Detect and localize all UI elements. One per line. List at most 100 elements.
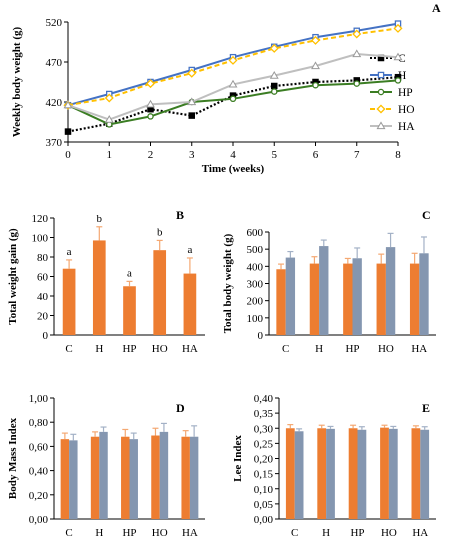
y-tick-label: 0,25 xyxy=(254,438,274,450)
data-point xyxy=(312,81,319,89)
bar xyxy=(99,431,108,519)
bar xyxy=(385,247,396,335)
y-tick-label: 0,40 xyxy=(254,393,274,405)
x-tick-label: C xyxy=(291,527,298,539)
x-tick-label: H xyxy=(315,343,323,355)
panel-label: C xyxy=(422,208,431,222)
y-tick-label: 0,60 xyxy=(29,441,49,453)
y-tick-label: 100 xyxy=(247,313,264,325)
significance-label: b xyxy=(157,226,163,238)
data-point xyxy=(376,104,386,114)
x-tick-label: HO xyxy=(152,343,168,355)
y-tick-label: 370 xyxy=(46,137,63,149)
y-tick-label: 500 xyxy=(247,244,264,256)
bar xyxy=(309,263,320,335)
data-point xyxy=(188,112,195,119)
data-point xyxy=(187,97,197,106)
legend-label: HA xyxy=(398,121,415,133)
data-point xyxy=(352,29,362,39)
y-tick-label: 0,20 xyxy=(254,454,274,466)
bar xyxy=(343,263,353,335)
data-point xyxy=(270,82,278,90)
bar xyxy=(319,246,329,335)
x-tick-label: 4 xyxy=(230,149,236,161)
x-tick-label: 0 xyxy=(65,149,71,161)
bar xyxy=(326,428,335,519)
bar xyxy=(92,240,106,335)
data-point xyxy=(311,61,320,70)
y-axis-title: Total weight gain (g) xyxy=(7,228,19,325)
x-tick-label: 3 xyxy=(189,149,195,161)
y-tick-label: 0,20 xyxy=(29,490,49,502)
series-ho: HO xyxy=(63,23,415,116)
y-tick-label: 0,00 xyxy=(29,514,49,526)
bar xyxy=(285,428,295,519)
panel-label: A xyxy=(432,1,441,15)
y-tick-label: 80 xyxy=(37,252,49,264)
bar xyxy=(388,428,398,519)
x-tick-label: HP xyxy=(345,343,359,355)
y-tick-label: 40 xyxy=(37,291,49,303)
data-point xyxy=(353,80,360,87)
x-tick-label: HO xyxy=(152,527,168,539)
significance-label: a xyxy=(187,244,192,256)
bar xyxy=(357,429,367,519)
data-point xyxy=(310,35,321,45)
data-point xyxy=(269,43,279,53)
data-point xyxy=(377,88,385,96)
x-tick-label: HP xyxy=(350,527,364,539)
y-tick-label: 0,10 xyxy=(254,484,274,496)
y-tick-label: 0,35 xyxy=(254,408,274,420)
x-tick-label: HO xyxy=(378,343,394,355)
x-tick-label: 6 xyxy=(313,149,319,161)
bar xyxy=(62,268,76,335)
x-tick-label: HO xyxy=(381,527,397,539)
x-tick-label: HA xyxy=(182,527,198,539)
bar xyxy=(380,427,389,519)
bar xyxy=(183,273,197,335)
x-tick-label: H xyxy=(322,527,330,539)
bar xyxy=(181,436,190,519)
panel-label: E xyxy=(422,401,430,415)
legend-label: HP xyxy=(398,87,413,99)
bar xyxy=(121,436,130,519)
x-tick-label: C xyxy=(65,343,72,355)
y-axis-title: Total body weight (g) xyxy=(222,233,234,333)
data-point xyxy=(187,68,197,78)
y-tick-label: 470 xyxy=(46,57,63,69)
y-tick-label: 200 xyxy=(247,296,264,308)
bar xyxy=(411,428,421,519)
data-point xyxy=(377,71,385,79)
data-point xyxy=(270,88,278,95)
bar xyxy=(419,253,429,335)
x-tick-label: 1 xyxy=(107,149,113,161)
y-tick-label: 600 xyxy=(247,227,264,239)
x-tick-label: HA xyxy=(182,343,198,355)
data-point xyxy=(104,93,114,103)
bar-chart-lee-index: 0,00 0,05 0,10 0,15 0,20 0,25 0,30 0,35 0,40 C H HP… xyxy=(232,393,436,539)
bar xyxy=(420,429,430,519)
y-tick-label: 400 xyxy=(247,261,264,273)
data-point xyxy=(393,52,403,61)
bar xyxy=(69,440,78,519)
x-tick-label: 2 xyxy=(148,149,154,161)
y-tick-label: 60 xyxy=(37,272,49,284)
bar xyxy=(189,436,199,519)
bar xyxy=(285,257,296,335)
y-tick-label: 0,05 xyxy=(254,499,274,511)
bar xyxy=(376,263,386,335)
y-tick-label: 1,00 xyxy=(29,393,49,405)
bar xyxy=(348,428,358,519)
bar xyxy=(129,439,138,519)
significance-label: b xyxy=(97,213,103,225)
data-point xyxy=(146,99,155,108)
y-tick-label: 0 xyxy=(258,330,264,342)
bar-chart-weight-gain: 0 20 40 60 80 100 120 Ca Hb HP a HO b HA a Total weight… xyxy=(7,208,205,355)
x-tick-label: HP xyxy=(122,343,136,355)
y-tick-label: 0,80 xyxy=(29,417,49,429)
legend-label: C xyxy=(398,53,406,65)
x-tick-label: C xyxy=(282,343,289,355)
y-axis-title: Weekly body weight (g) xyxy=(11,27,23,138)
x-tick-label: 7 xyxy=(354,149,360,161)
